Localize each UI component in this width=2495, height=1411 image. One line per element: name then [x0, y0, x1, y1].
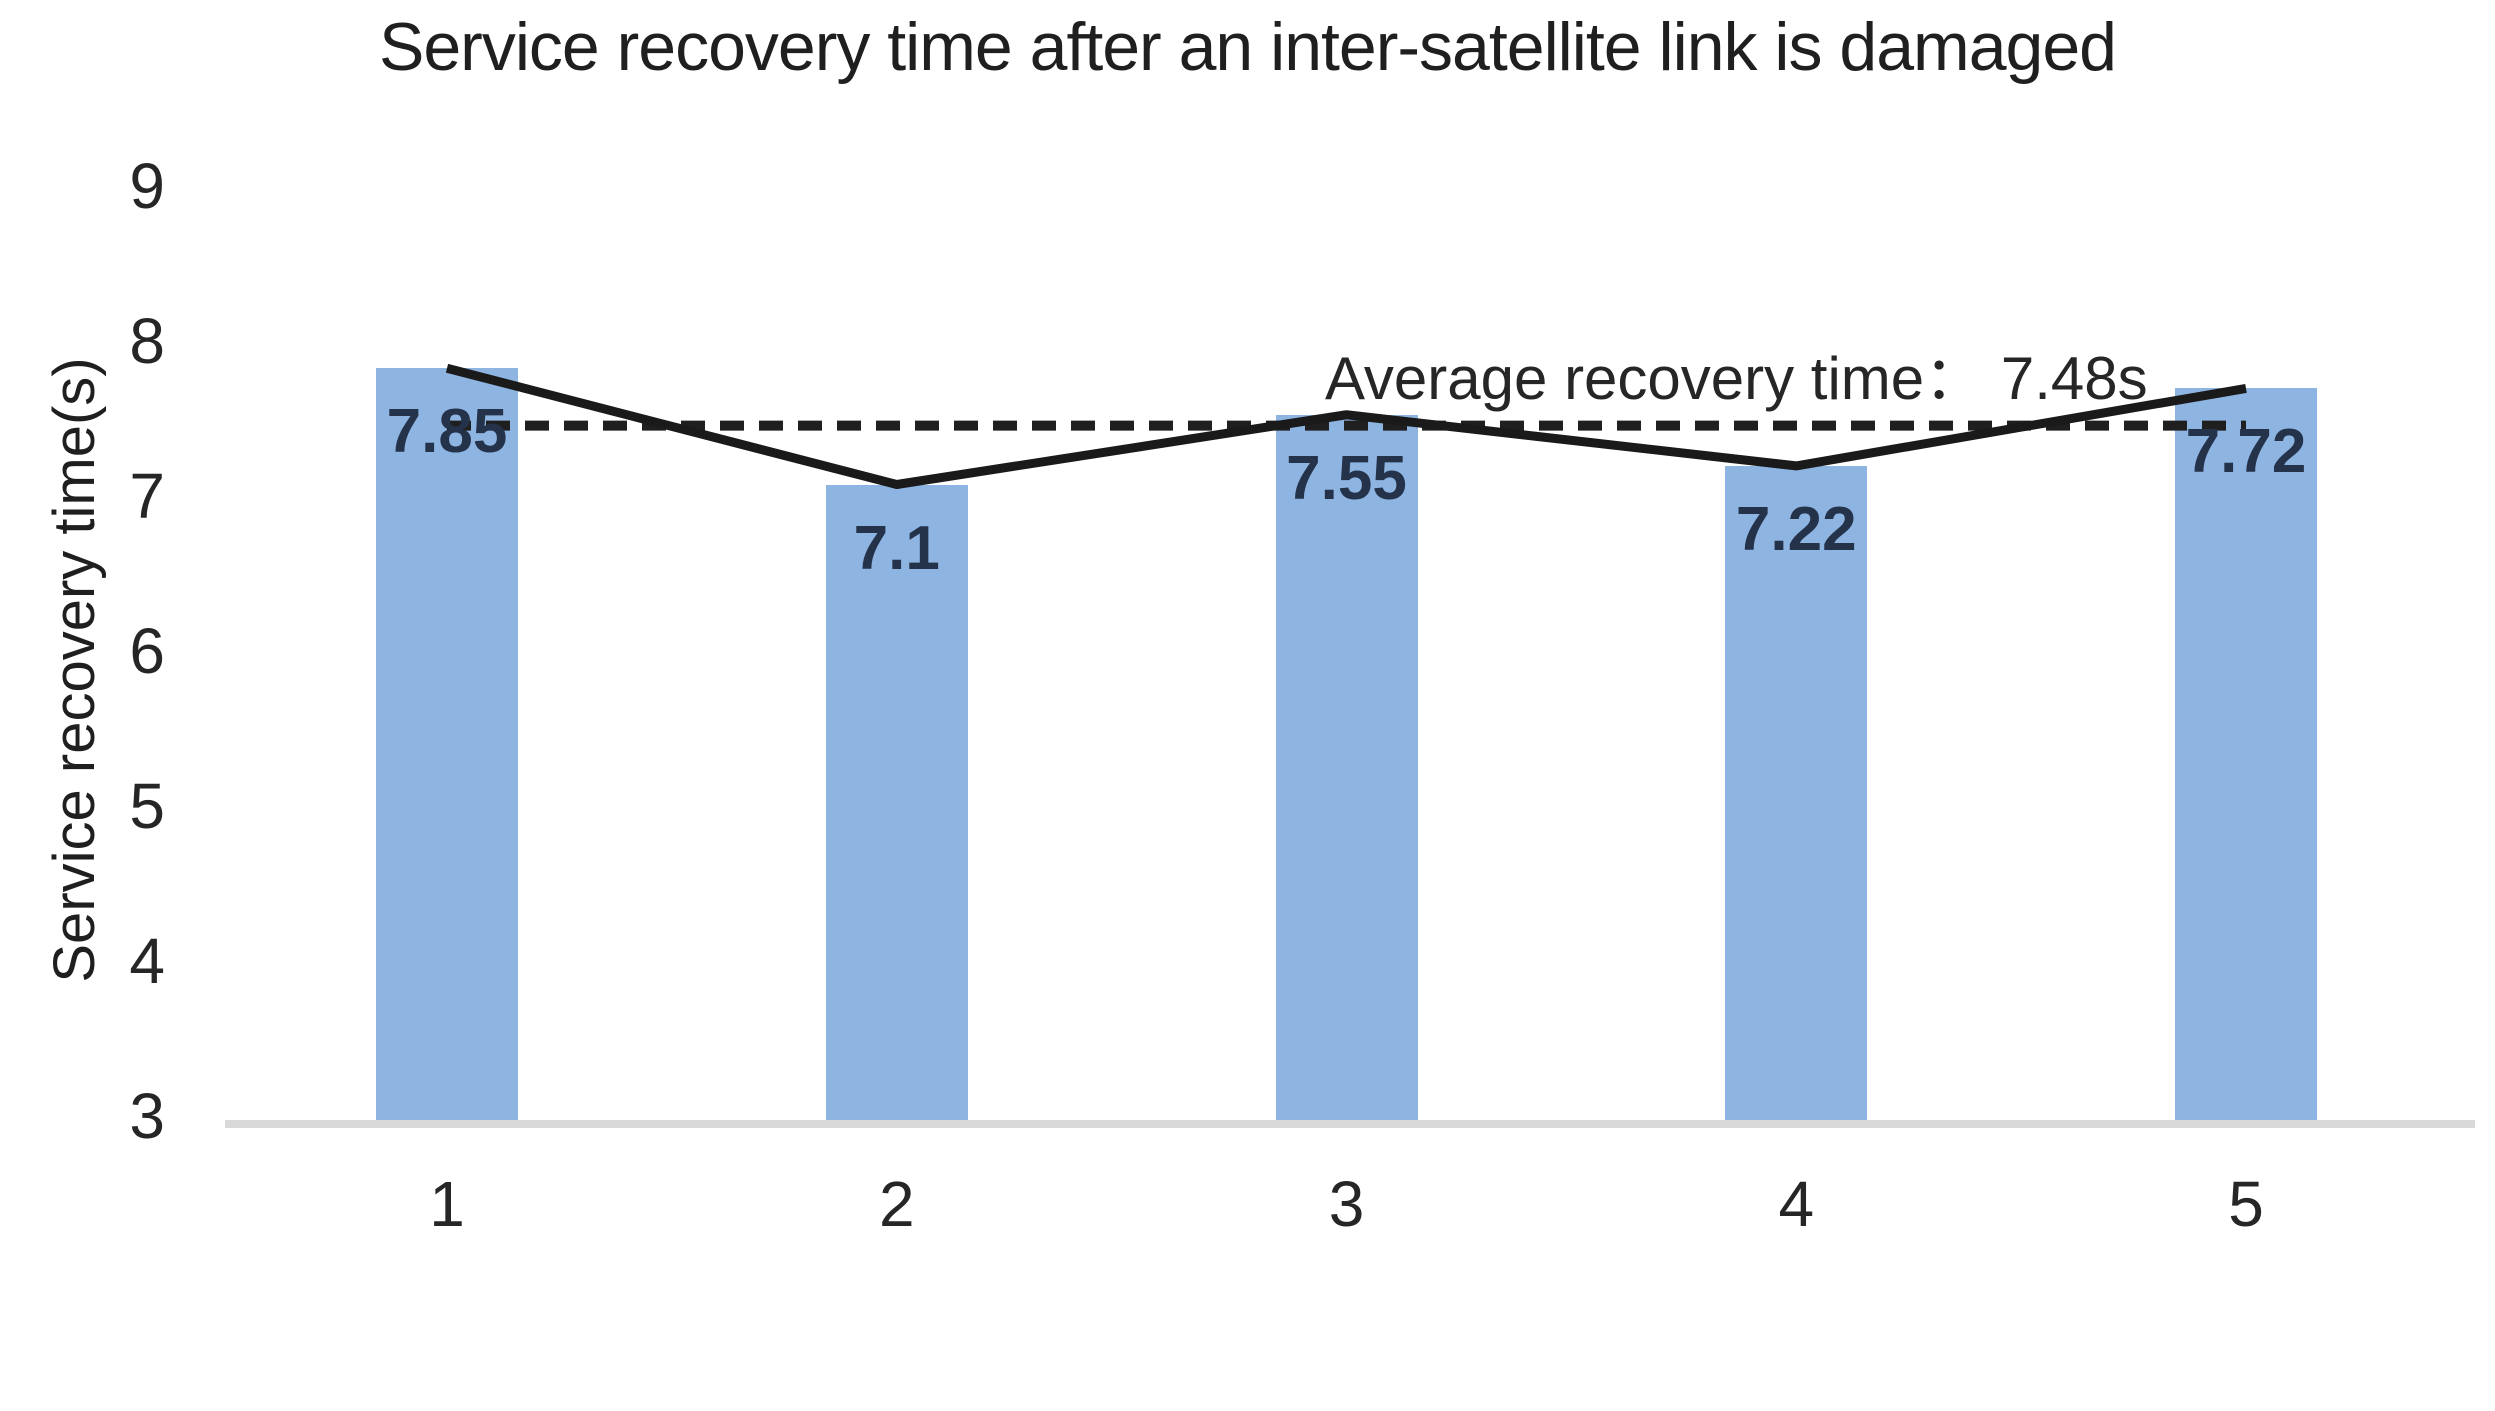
- y-tick-label: 5: [129, 770, 165, 842]
- legend: convergence time average time: [0, 1300, 2495, 1411]
- bar-convergence-time: [2175, 388, 2317, 1120]
- x-tick-label: 5: [2228, 1168, 2264, 1240]
- bar-convergence-time: [825, 484, 968, 1120]
- bar-convergence-time: [1275, 414, 1418, 1120]
- bar-value-label: 7.1: [853, 513, 940, 583]
- bar-value-label: 7.72: [2185, 417, 2307, 487]
- bar-value-label: 7.22: [1735, 494, 1857, 564]
- y-tick-label: 6: [129, 615, 165, 687]
- x-tick-label: 1: [429, 1168, 465, 1240]
- y-tick-label: 9: [129, 150, 165, 222]
- average-annotation: Average recovery time： 7.48s: [1325, 345, 2148, 412]
- x-axis-line: [225, 1120, 2475, 1128]
- x-tick-label: 4: [1778, 1168, 1815, 1240]
- x-tick-label: 2: [878, 1168, 915, 1240]
- bar-convergence-time: [1725, 465, 1868, 1120]
- y-tick-label: 8: [129, 305, 165, 377]
- y-tick-label: 3: [129, 1080, 165, 1152]
- bar-value-label: 7.55: [1286, 443, 1407, 513]
- x-tick-label: 3: [1328, 1168, 1365, 1240]
- y-tick-label: 7: [129, 460, 165, 532]
- y-tick-label: 4: [129, 925, 165, 997]
- bar-value-label: 7.85: [386, 397, 508, 467]
- chart-title: Service recovery time after an inter-sat…: [379, 9, 2117, 85]
- bar-convergence-time: [376, 368, 518, 1120]
